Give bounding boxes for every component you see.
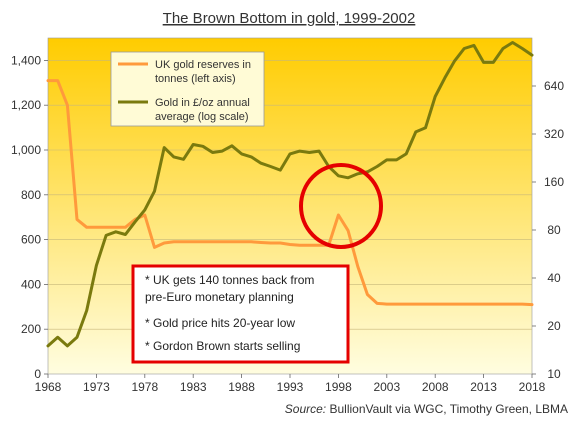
- y-right-tick-label: 10: [547, 367, 561, 381]
- x-tick-label: 1993: [277, 380, 304, 394]
- annotation-line-1: * UK gets 140 tonnes back from pre-Euro m…: [145, 273, 314, 304]
- gridlines: [48, 60, 532, 330]
- chart-title: The Brown Bottom in gold, 1999-2002: [163, 10, 416, 27]
- y-axis-left: 0 200 400 600 800 1,000 1,200 1,400: [11, 53, 48, 381]
- x-tick-label: 1973: [83, 380, 110, 394]
- annotation-border: [131, 264, 350, 364]
- x-tick-label: 2013: [470, 380, 497, 394]
- x-tick-label: 1998: [325, 380, 352, 394]
- y-right-tick-label: 160: [544, 175, 564, 189]
- x-axis: 1968 1973 1978 1983 1988 1993 1998 2003 2008 2013…: [35, 374, 546, 394]
- y-left-tick-label: 800: [21, 188, 41, 202]
- x-tick-label: 2008: [422, 380, 449, 394]
- source-note: Source: BullionVault via WGC, Timothy Gr…: [285, 402, 568, 416]
- y-left-tick-label: 400: [21, 277, 41, 291]
- highlight-circle: [299, 163, 383, 249]
- y-left-tick-label: 600: [21, 233, 41, 247]
- x-tick-label: 1988: [228, 380, 255, 394]
- y-left-tick-label: 1,400: [11, 53, 41, 67]
- series-layer: [46, 41, 534, 348]
- legend-label-gold-price: Gold in £/oz annual average (log scale): [155, 97, 250, 123]
- source-label: Source:: [285, 402, 326, 416]
- annotation-line-3: * Gordon Brown starts selling: [145, 339, 300, 353]
- y-axis-right: 10 20 40 80 160 320 640: [532, 79, 564, 381]
- x-tick-label: 1983: [180, 380, 207, 394]
- legend: UK gold reserves in tonnes (left axis) Go…: [110, 51, 265, 127]
- x-tick-label: 1978: [131, 380, 158, 394]
- annotation-line-2: * Gold price hits 20-year low: [145, 316, 295, 330]
- x-tick-label: 1968: [35, 380, 62, 394]
- annotation-box: * UK gets 140 tonnes back from pre-Euro m…: [131, 264, 350, 364]
- y-left-tick-label: 1,000: [11, 143, 41, 157]
- x-tick-label: 2018: [519, 380, 546, 394]
- y-right-tick-label: 640: [544, 79, 564, 93]
- y-right-tick-label: 320: [544, 127, 564, 141]
- y-left-tick-label: 200: [21, 322, 41, 336]
- series-line-uk-reserves: [46, 79, 534, 307]
- y-right-tick-label: 40: [547, 271, 561, 285]
- y-right-tick-label: 80: [547, 223, 561, 237]
- series-line-gold-price: [46, 41, 534, 348]
- y-right-tick-label: 20: [547, 319, 561, 333]
- y-left-tick-label: 1,200: [11, 98, 41, 112]
- y-left-tick-label: 0: [34, 367, 41, 381]
- legend-label-uk-reserves: UK gold reserves in tonnes (left axis): [155, 59, 251, 85]
- source-text: BullionVault via WGC, Timothy Green, LBM…: [329, 402, 568, 416]
- x-tick-label: 2003: [373, 380, 400, 394]
